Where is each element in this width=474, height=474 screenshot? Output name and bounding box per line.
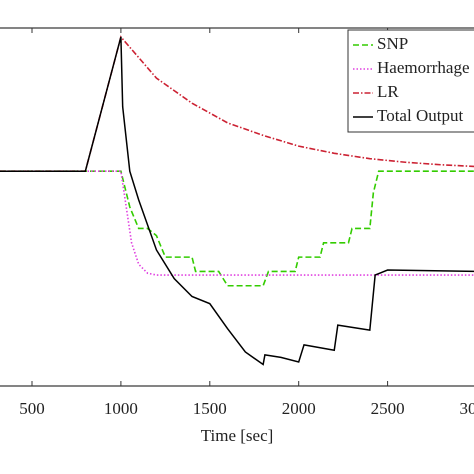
legend-label: LR	[377, 82, 399, 101]
x-tick-label: 1000	[104, 399, 138, 418]
x-tick-label: 1500	[193, 399, 227, 418]
legend-label: Haemorrhage	[377, 58, 470, 77]
series-line	[0, 170, 474, 276]
legend-label: Total Output	[377, 106, 463, 125]
legend-label: SNP	[377, 34, 408, 53]
x-tick-label: 500	[19, 399, 45, 418]
x-axis-label: Time [sec]	[201, 426, 274, 445]
series-line	[0, 36, 474, 366]
plot-frame	[0, 27, 474, 387]
x-tick-label: 3000	[459, 399, 474, 418]
x-tick-label: 2000	[282, 399, 316, 418]
x-tick-label: 2500	[371, 399, 405, 418]
series-line	[0, 170, 474, 287]
legend-box	[347, 29, 474, 133]
